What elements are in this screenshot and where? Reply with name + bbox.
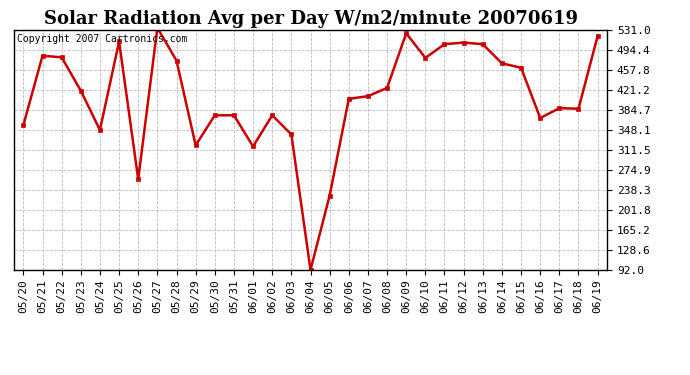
Title: Solar Radiation Avg per Day W/m2/minute 20070619: Solar Radiation Avg per Day W/m2/minute … <box>43 10 578 28</box>
Text: Copyright 2007 Cartronics.com: Copyright 2007 Cartronics.com <box>17 34 187 44</box>
